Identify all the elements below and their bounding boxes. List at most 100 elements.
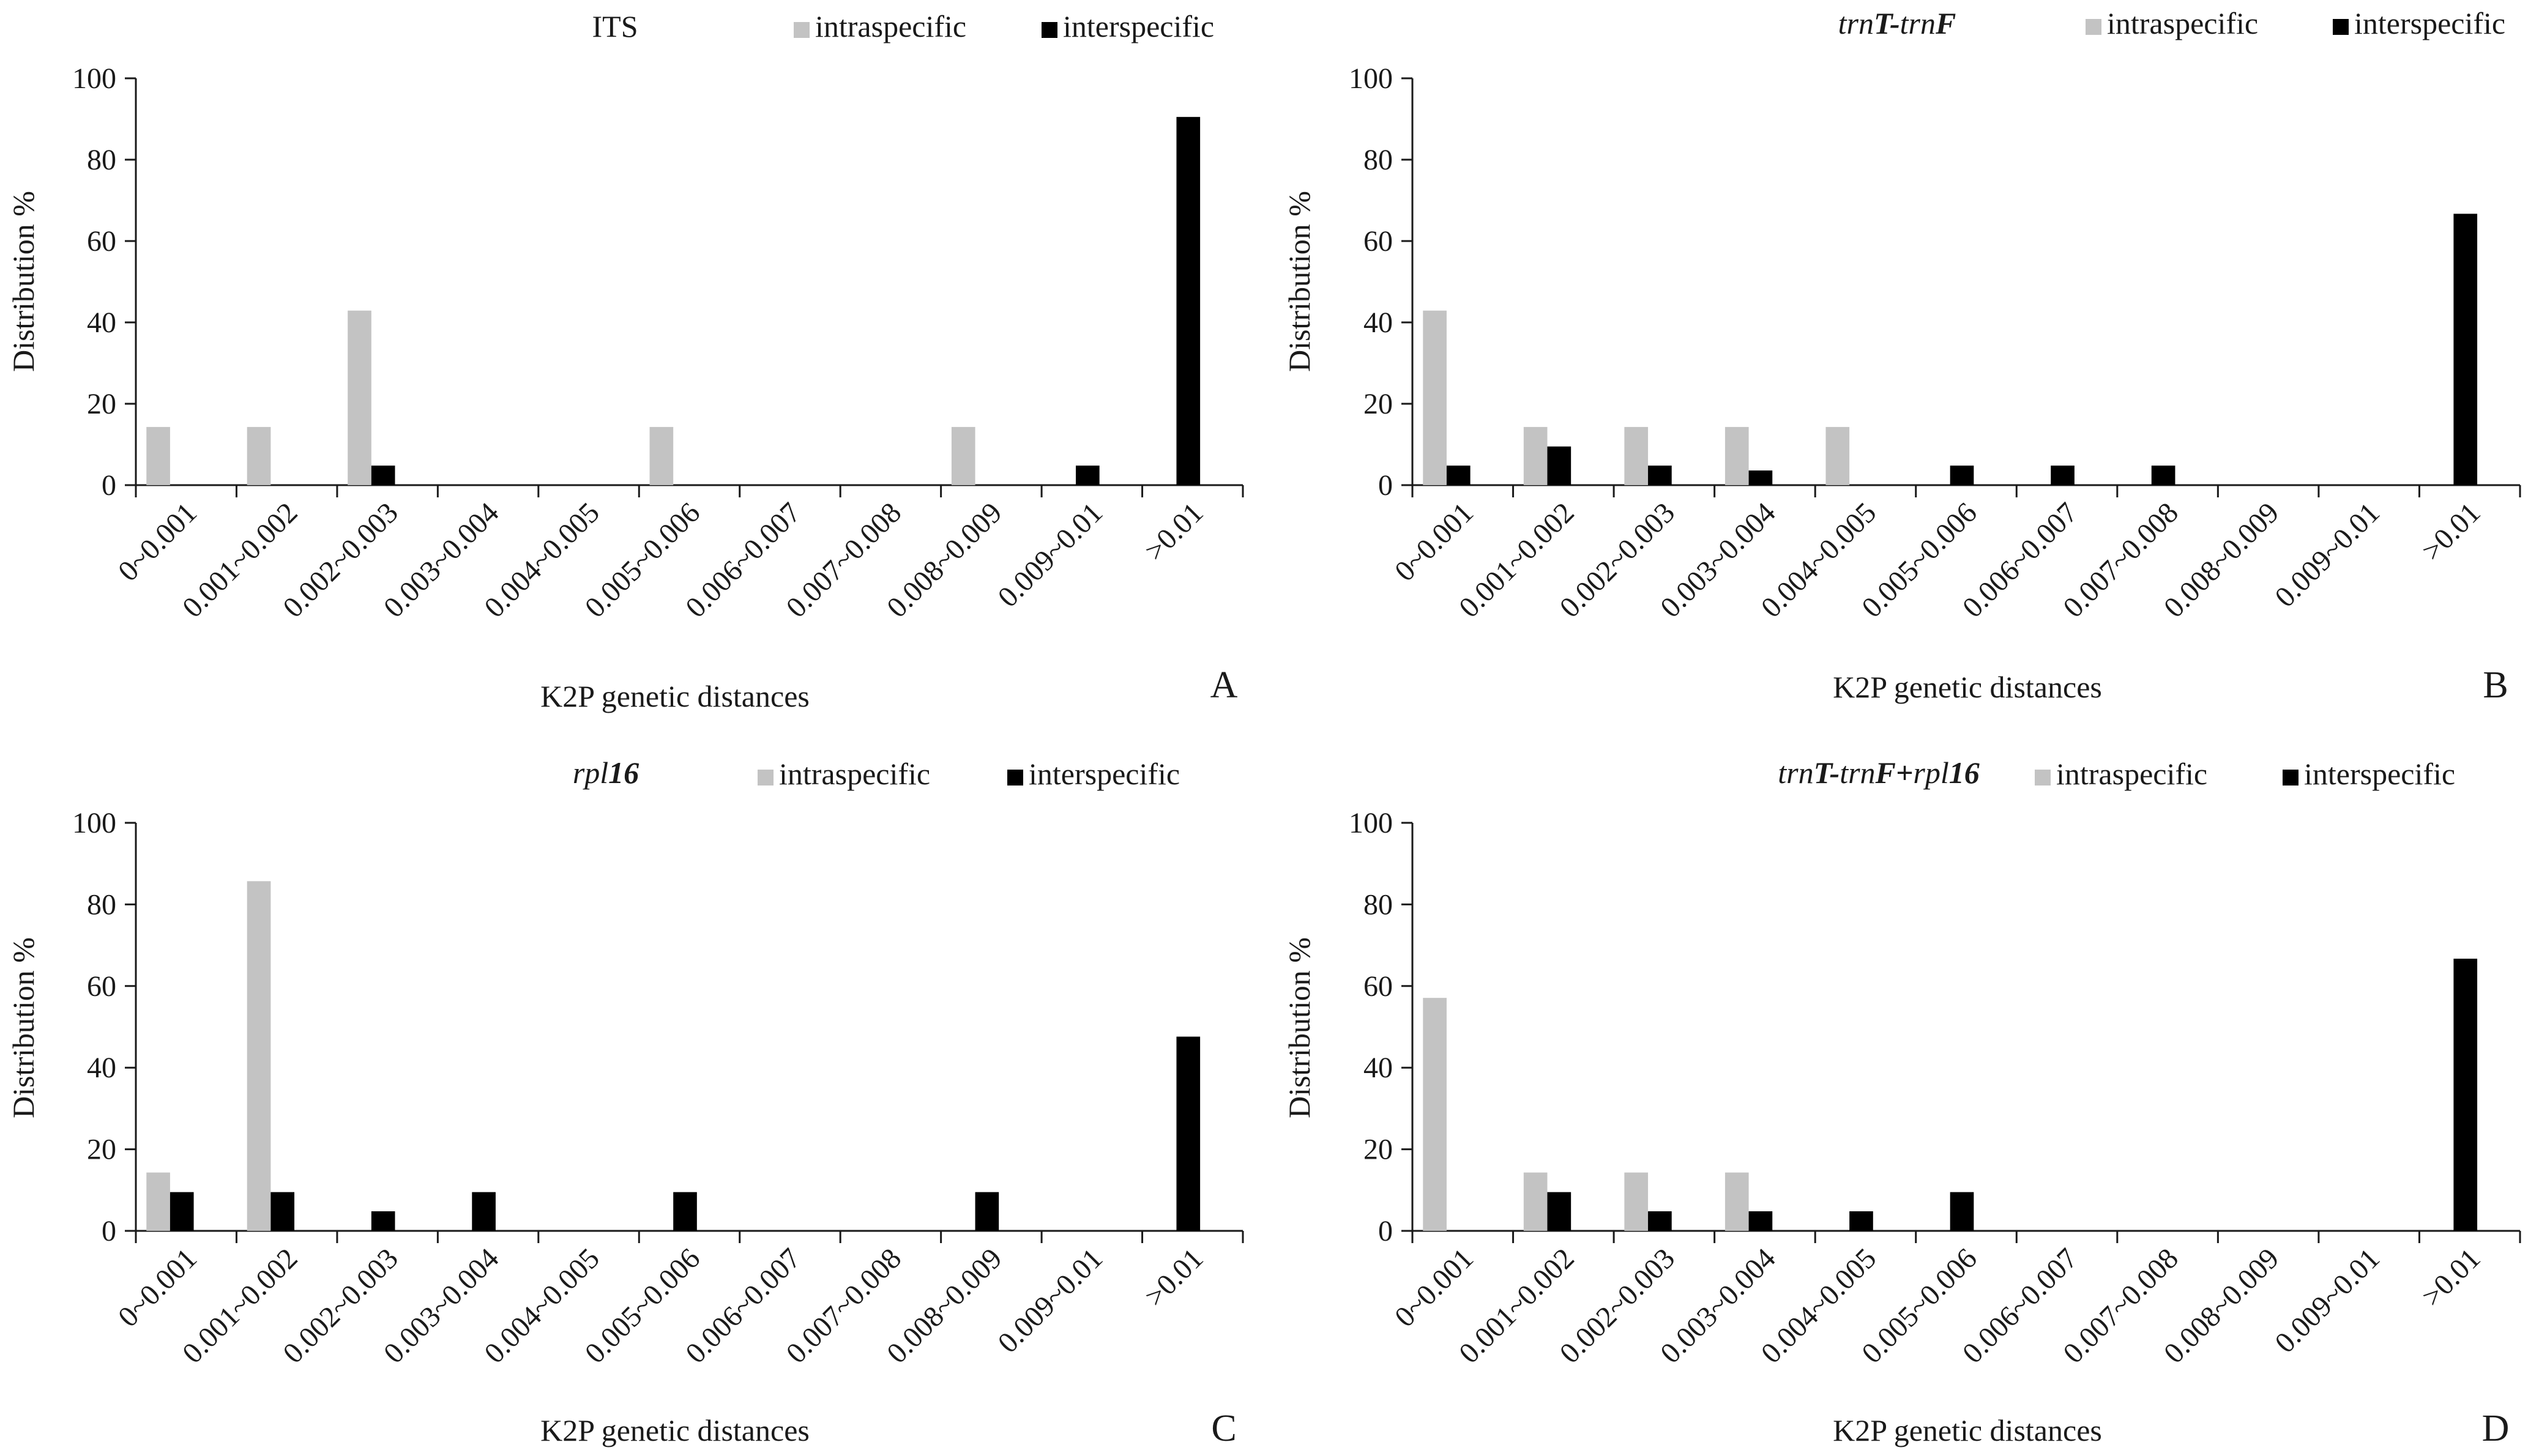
y-tick-label: 0 (102, 1215, 116, 1247)
x-tick-label-0-0-001: 0~0.001 (112, 1242, 203, 1333)
bar-interspecific-0-01 (2453, 214, 2478, 485)
chart-title-part: trn (1778, 756, 1813, 790)
x-axis-label: K2P genetic distances (1833, 1413, 2102, 1447)
chart-title-part: F (1935, 6, 1956, 40)
bar-intraspecific-0-004-0-005 (1825, 426, 1850, 485)
bar-interspecific-0-01 (1176, 1036, 1201, 1231)
x-tick-label-0-009-0-01: 0.009~0.01 (991, 496, 1109, 614)
y-tick-label: 60 (1363, 970, 1393, 1003)
y-tick-label: 80 (87, 144, 116, 176)
chart-panel-a: 0204060801000~0.0010.001~0.0020.002~0.00… (6, 9, 1244, 713)
x-tick-label-0-0-001: 0~0.001 (1389, 496, 1480, 587)
y-axis-label: Distribution % (1282, 191, 1316, 372)
y-tick-label: 40 (1363, 306, 1393, 339)
y-tick-label: 20 (1363, 388, 1393, 420)
bar-intraspecific-0-0-001 (1423, 310, 1447, 485)
legend-label-interspecific: interspecific (2354, 6, 2505, 40)
y-axis-label: Distribution % (6, 191, 40, 372)
chart-title-part: + (1896, 756, 1914, 790)
y-tick-label: 0 (1378, 1215, 1393, 1247)
y-tick-label: 60 (1363, 225, 1393, 258)
bar-intraspecific-0-002-0-003 (1624, 1172, 1649, 1231)
legend-swatch-intraspecific (794, 22, 810, 38)
legend-swatch-interspecific (1042, 22, 1057, 38)
bar-interspecific-0-003-0-004 (472, 1192, 496, 1231)
chart-title-part: ITS (592, 9, 638, 43)
y-tick-label: 60 (87, 225, 116, 258)
y-axis-label: Distribution % (6, 937, 40, 1118)
x-tick-label-0-009-0-01: 0.009~0.01 (2269, 1242, 2386, 1359)
bar-intraspecific-0-0-001 (1423, 998, 1447, 1231)
y-tick-label: 100 (1349, 62, 1393, 95)
bar-intraspecific-0-0-001 (146, 426, 170, 485)
chart-panel-c: 0204060801000~0.0010.001~0.0020.002~0.00… (6, 756, 1244, 1449)
bar-interspecific-0-007-0-008 (2151, 466, 2175, 485)
y-tick-label: 100 (1349, 807, 1393, 839)
y-axis-label: Distribution % (1282, 937, 1316, 1118)
bar-intraspecific-0-003-0-004 (1724, 426, 1749, 485)
chart-title: trnT-trnF (1838, 6, 1956, 40)
legend-swatch-interspecific (2283, 770, 2299, 786)
bar-intraspecific-0-001-0-002 (1523, 1172, 1548, 1231)
chart-title-part: F (1875, 756, 1896, 790)
bar-intraspecific-0-001-0-002 (247, 426, 271, 485)
bar-interspecific-0-003-0-004 (1748, 470, 1773, 485)
chart-title-part: rpl (1913, 756, 1948, 790)
y-tick-label: 80 (87, 888, 116, 921)
legend-label-intraspecific: intraspecific (815, 9, 966, 43)
panel-letter: B (2483, 664, 2508, 706)
legend-label-interspecific: interspecific (2304, 757, 2455, 791)
x-axis-label: K2P genetic distances (1833, 670, 2102, 704)
bar-interspecific-0-001-0-002 (1547, 446, 1571, 485)
x-axis-label: K2P genetic distances (540, 679, 810, 713)
bar-intraspecific-0-005-0-006 (649, 426, 674, 485)
x-tick-label-0-01: >0.01 (2415, 1242, 2486, 1313)
legend-swatch-intraspecific (758, 770, 774, 786)
legend-swatch-interspecific (2333, 19, 2349, 35)
chart-panel-d: 0204060801000~0.0010.001~0.0020.002~0.00… (1282, 756, 2521, 1449)
chart-title-part: - (1890, 6, 1900, 40)
chart-title-part: trn (1838, 6, 1874, 40)
panel-letter: D (2482, 1408, 2510, 1449)
x-tick-label-0-0-001: 0~0.001 (112, 496, 203, 587)
bar-intraspecific-0-001-0-002 (247, 881, 271, 1231)
y-tick-label: 0 (102, 469, 116, 502)
bar-interspecific-0-008-0-009 (975, 1192, 999, 1231)
x-tick-label-0-0-001: 0~0.001 (1389, 1242, 1480, 1333)
legend-swatch-intraspecific (2086, 19, 2101, 35)
legend-label-intraspecific: intraspecific (779, 757, 930, 791)
legend-label-intraspecific: intraspecific (2107, 6, 2258, 40)
x-tick-label-0-01: >0.01 (1139, 1242, 1210, 1313)
bar-interspecific-0-0-001 (1446, 466, 1471, 485)
y-tick-label: 20 (1363, 1134, 1393, 1166)
bar-interspecific-0-002-0-003 (1648, 1211, 1672, 1231)
bar-interspecific-0-0-001 (170, 1192, 194, 1231)
chart-title: ITS (592, 9, 638, 43)
chart-title-part: trn (1900, 6, 1936, 40)
y-tick-label: 80 (1363, 888, 1393, 921)
chart-panel-b: 0204060801000~0.0010.001~0.0020.002~0.00… (1282, 6, 2521, 706)
bar-interspecific-0-002-0-003 (1648, 466, 1672, 485)
y-tick-label: 40 (87, 1052, 116, 1084)
bar-interspecific-0-006-0-007 (2051, 466, 2075, 485)
chart-title-part: 16 (608, 756, 639, 790)
panel-letter: C (1211, 1408, 1236, 1449)
y-tick-label: 100 (72, 807, 116, 839)
bar-intraspecific-0-001-0-002 (1523, 426, 1548, 485)
chart-title-part: - (1830, 756, 1840, 790)
bar-interspecific-0-004-0-005 (1849, 1211, 1873, 1231)
y-tick-label: 40 (87, 306, 116, 339)
bar-interspecific-0-005-0-006 (1950, 1192, 1974, 1231)
y-tick-label: 60 (87, 970, 116, 1003)
y-tick-label: 100 (72, 62, 116, 95)
bar-interspecific-0-009-0-01 (1076, 466, 1100, 485)
bar-interspecific-0-002-0-003 (371, 1211, 395, 1231)
bar-intraspecific-0-0-001 (146, 1172, 170, 1231)
x-tick-label-0-009-0-01: 0.009~0.01 (2269, 496, 2386, 614)
bar-interspecific-0-005-0-006 (1950, 466, 1974, 485)
chart-title: rpl16 (573, 756, 639, 790)
legend-label-interspecific: interspecific (1029, 757, 1180, 791)
legend-label-interspecific: interspecific (1063, 9, 1214, 43)
chart-title-part: rpl (573, 756, 608, 790)
